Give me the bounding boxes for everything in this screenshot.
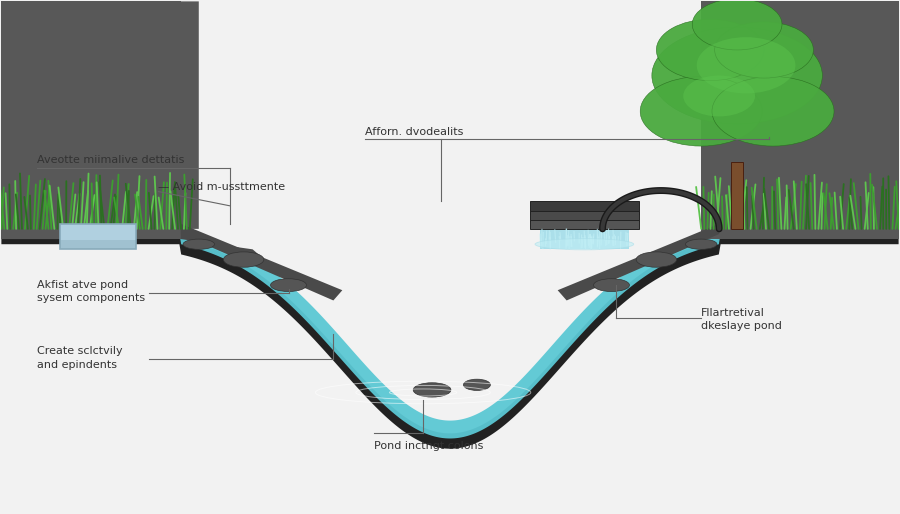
Text: Akfist atve pond
sysem components: Akfist atve pond sysem components (37, 280, 146, 303)
Circle shape (712, 77, 834, 146)
Polygon shape (558, 224, 719, 301)
Ellipse shape (535, 238, 634, 250)
Circle shape (715, 22, 814, 78)
Polygon shape (2, 229, 898, 449)
Circle shape (656, 20, 764, 81)
Ellipse shape (223, 252, 264, 267)
Bar (59, 241, 136, 249)
Bar (530, 219, 639, 229)
Circle shape (692, 0, 782, 50)
Bar (540, 229, 629, 249)
Circle shape (652, 27, 823, 124)
Ellipse shape (686, 239, 717, 249)
Polygon shape (181, 229, 289, 280)
Bar (530, 201, 639, 213)
Circle shape (640, 77, 762, 146)
Text: — Avoid m-ussttmente: — Avoid m-ussttmente (158, 182, 285, 192)
Bar (59, 224, 136, 249)
Ellipse shape (271, 279, 306, 291)
Ellipse shape (594, 279, 629, 291)
Ellipse shape (183, 239, 214, 249)
Bar (2, 2, 181, 239)
Circle shape (697, 37, 796, 94)
Text: Fllartretival
dkeslaye pond: Fllartretival dkeslaye pond (701, 308, 782, 332)
Text: Aveotte miimalive dettatis: Aveotte miimalive dettatis (37, 155, 184, 165)
Bar (701, 2, 898, 239)
Ellipse shape (413, 383, 451, 397)
Text: Afforn. dvodealits: Afforn. dvodealits (364, 127, 464, 137)
Ellipse shape (464, 379, 490, 391)
Circle shape (683, 76, 755, 116)
Text: Pond inctngt colons: Pond inctngt colons (374, 441, 483, 451)
Polygon shape (2, 229, 898, 438)
Polygon shape (181, 224, 342, 301)
Ellipse shape (636, 252, 677, 267)
Text: Create sclctvily
and epindents: Create sclctvily and epindents (37, 346, 123, 370)
Bar (731, 162, 743, 229)
Bar (530, 211, 639, 221)
Polygon shape (2, 2, 199, 239)
